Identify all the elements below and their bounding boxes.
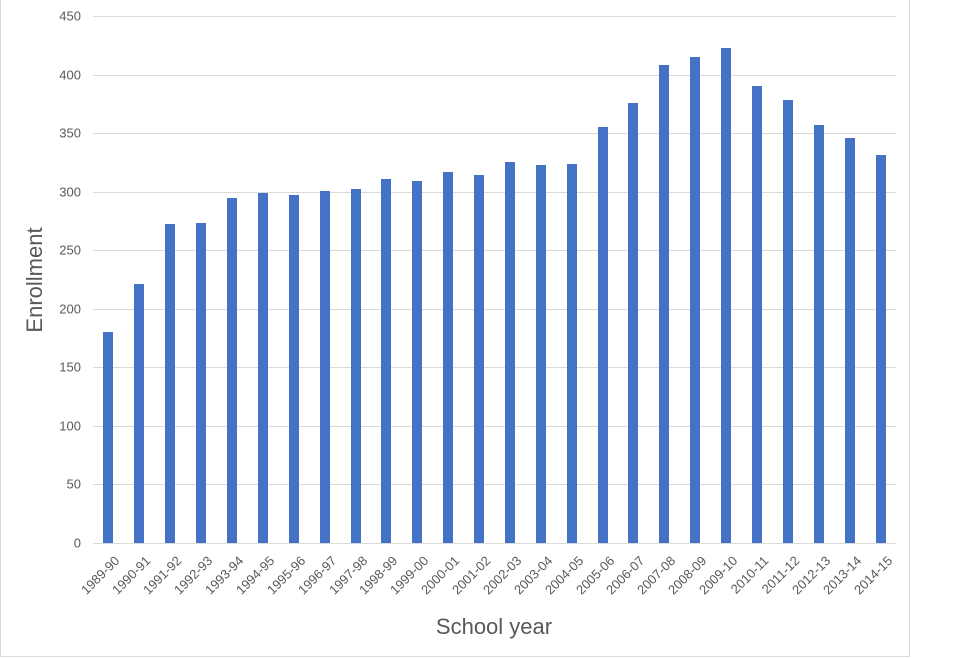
y-tick-label: 150 — [59, 359, 81, 375]
bar — [257, 192, 268, 543]
bar — [381, 178, 392, 543]
plot-area — [93, 16, 896, 544]
bar — [350, 189, 361, 543]
y-tick-label: 50 — [66, 476, 81, 492]
y-tick-label: 450 — [59, 8, 81, 24]
gridline — [93, 74, 896, 76]
y-tick-label: 350 — [59, 125, 81, 141]
bar — [103, 332, 114, 543]
gridline — [93, 425, 896, 427]
y-tick-label: 200 — [59, 301, 81, 317]
bar — [226, 197, 237, 543]
chart-frame: Enrollment School year 0 50 100 150 200 250 30… — [0, 0, 910, 657]
bar — [134, 284, 145, 543]
gridline — [93, 543, 896, 544]
bar — [628, 102, 639, 543]
bar — [535, 164, 546, 543]
bar — [721, 47, 732, 543]
bar — [504, 162, 515, 543]
bar — [813, 124, 824, 543]
gridline — [93, 308, 896, 310]
bar — [196, 223, 207, 543]
bar — [597, 127, 608, 543]
gridline — [93, 250, 896, 252]
bar — [875, 155, 886, 543]
bar — [659, 65, 670, 543]
bar — [690, 57, 701, 543]
y-tick-label: 250 — [59, 242, 81, 258]
bar — [412, 181, 423, 543]
gridline — [93, 16, 896, 17]
y-tick-label: 100 — [59, 418, 81, 434]
bar — [443, 171, 454, 543]
bar — [752, 86, 763, 543]
bar — [782, 100, 793, 543]
bar — [165, 224, 176, 543]
bar — [319, 190, 330, 543]
bar — [844, 137, 855, 543]
bar — [474, 175, 485, 543]
y-tick-label: 300 — [59, 184, 81, 200]
gridline — [93, 367, 896, 369]
bar — [288, 195, 299, 543]
gridline — [93, 484, 896, 486]
bar — [566, 163, 577, 543]
y-tick-label: 400 — [59, 67, 81, 83]
gridline — [93, 191, 896, 193]
gridline — [93, 133, 896, 135]
x-axis-label: School year — [435, 614, 553, 639]
y-tick-label: 0 — [73, 535, 81, 551]
